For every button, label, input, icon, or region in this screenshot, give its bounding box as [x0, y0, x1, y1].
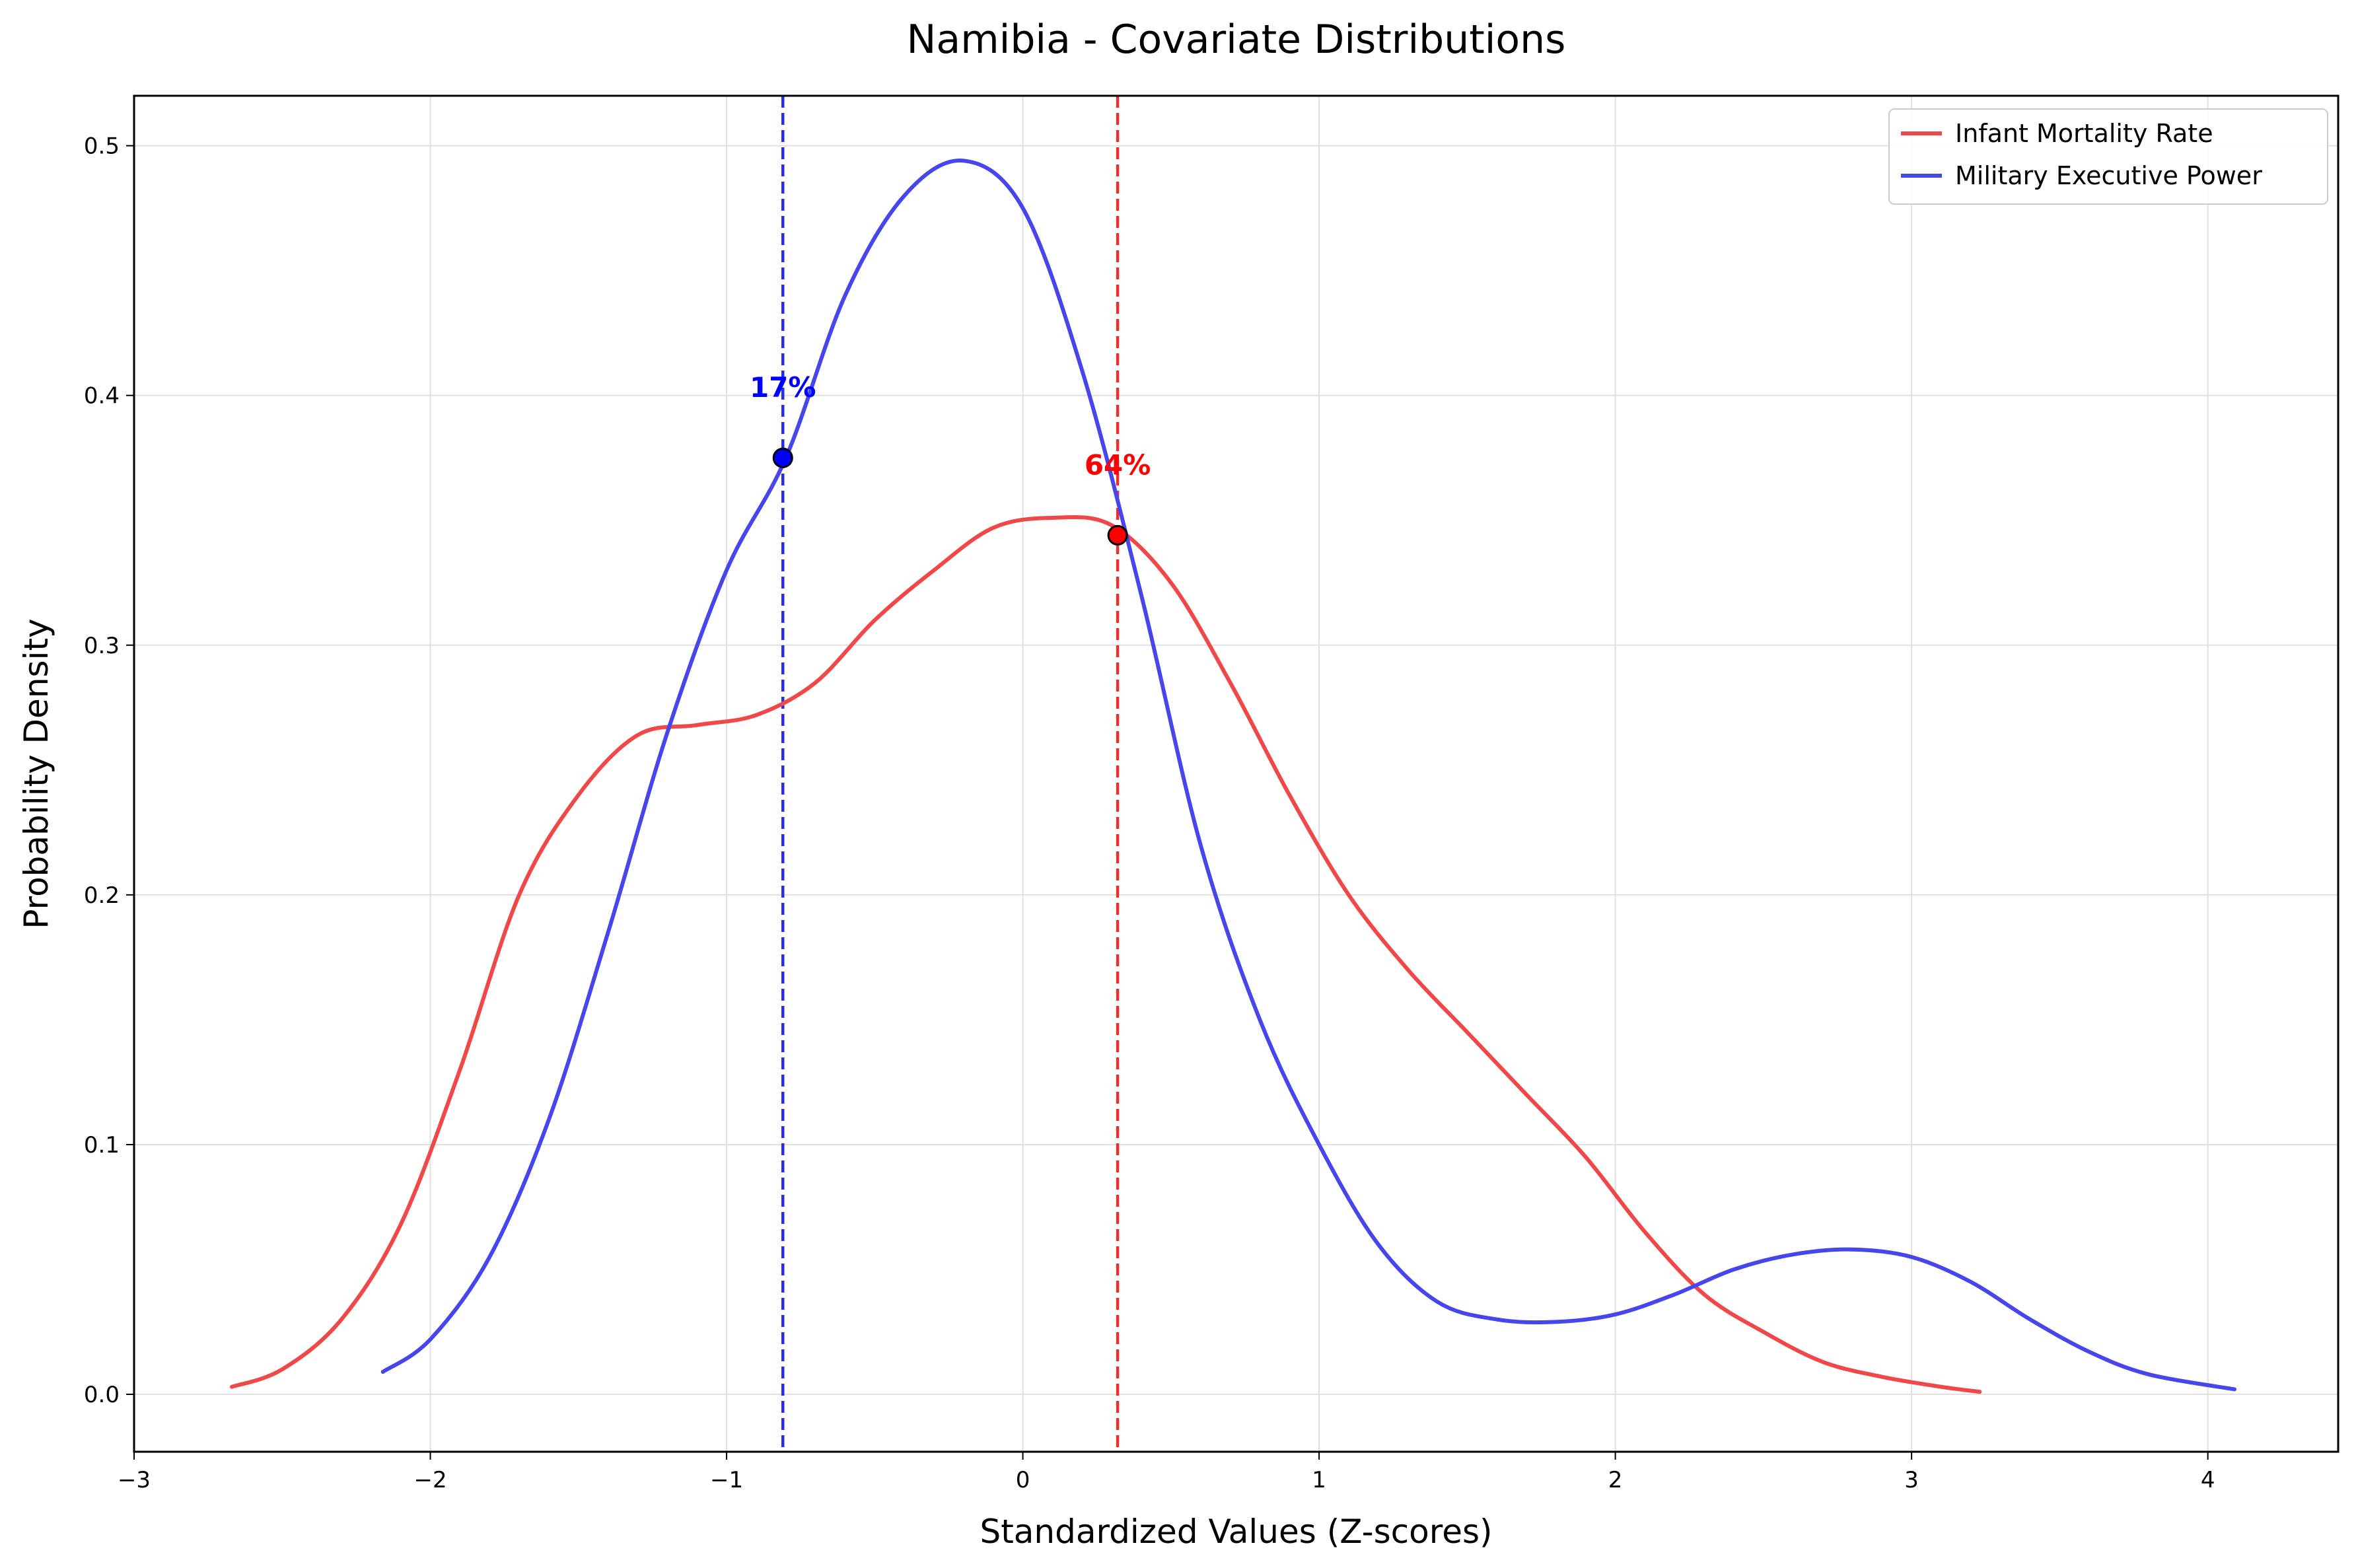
legend-box [1888, 108, 2328, 205]
x-axis: −3 −2 −1 0 1 2 3 4 [118, 1452, 2215, 1493]
x-tick-label: −1 [710, 1467, 743, 1493]
y-tick-label: 0.4 [84, 383, 120, 410]
y-tick-label: 0.0 [84, 1382, 120, 1408]
y-axis-title: Probability Density [17, 618, 55, 929]
marker-points: 64% 17% [750, 371, 1151, 546]
x-tick-label: 1 [1312, 1467, 1326, 1493]
plot-frame [133, 94, 2340, 1453]
y-axis: 0.0 0.1 0.2 0.3 0.4 0.5 [84, 133, 134, 1408]
marker-point-1 [772, 447, 793, 468]
legend-label-0: Infant Mortality Rate [1955, 119, 2213, 148]
series-group [230, 159, 2237, 1394]
marker-label-1: 17% [750, 371, 816, 404]
series-line-0 [230, 515, 1982, 1394]
x-tick-label: 0 [1016, 1467, 1030, 1493]
y-tick-label: 0.1 [84, 1132, 120, 1158]
series-line-1 [380, 159, 2237, 1392]
x-tick-label: −2 [413, 1467, 447, 1493]
y-tick-label: 0.5 [84, 133, 120, 160]
marker-label-0: 64% [1085, 448, 1151, 481]
x-tick-label: 3 [1904, 1467, 1919, 1493]
x-tick-label: 2 [1608, 1467, 1623, 1493]
x-tick-label: 4 [2201, 1467, 2215, 1493]
marker-vlines [781, 96, 1120, 1452]
y-tick-label: 0.3 [84, 633, 120, 659]
legend-label-1: Military Executive Power [1955, 161, 2262, 190]
legend: Infant Mortality Rate Military Executive … [1888, 108, 2328, 205]
x-axis-title: Standardized Values (Z-scores) [980, 1513, 1492, 1551]
y-tick-label: 0.2 [84, 882, 120, 909]
marker-point-0 [1107, 524, 1128, 546]
x-tick-label: −3 [118, 1467, 151, 1493]
chart-title: Namibia - Covariate Distributions [907, 17, 1566, 63]
